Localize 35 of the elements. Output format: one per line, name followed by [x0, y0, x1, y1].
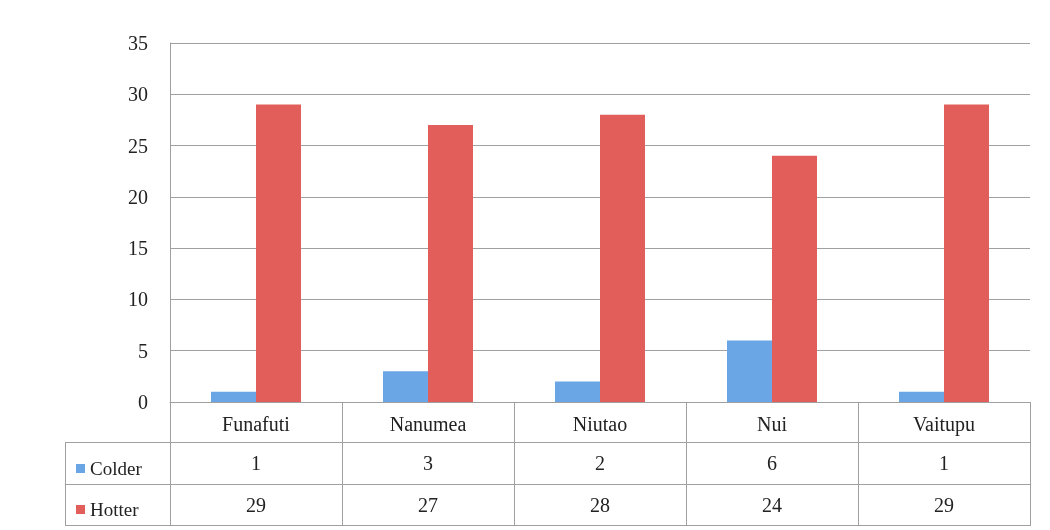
- data-label: 29: [933, 492, 955, 517]
- x-tick-label: Nanumea: [389, 413, 467, 435]
- bar: [727, 340, 772, 402]
- bar: [383, 371, 428, 402]
- data-label: 6: [766, 451, 778, 475]
- data-label: 1: [938, 451, 950, 475]
- legend-label: Hotter: [90, 499, 140, 520]
- x-tick-label: Niutao: [572, 413, 628, 435]
- data-label: 3: [422, 451, 434, 475]
- bar: [555, 381, 600, 402]
- bar: [256, 104, 301, 402]
- y-tick-label: 5: [138, 339, 148, 362]
- data-label: 2: [594, 451, 606, 475]
- bar: [899, 391, 944, 402]
- data-label: 24: [761, 492, 783, 517]
- bar: [211, 391, 256, 402]
- data-label: 28: [589, 492, 611, 517]
- x-tick-label: Nui: [757, 413, 788, 435]
- y-tick-label: 20: [128, 185, 148, 208]
- data-label: 29: [245, 492, 267, 517]
- x-tick-label: Funafuti: [222, 413, 291, 435]
- bar: [600, 114, 645, 402]
- bar: [944, 104, 989, 402]
- bar: [428, 125, 473, 402]
- y-tick-label: 10: [128, 288, 148, 311]
- bar: [772, 155, 817, 402]
- x-tick-label: Vaitupu: [912, 413, 976, 436]
- y-tick-label: 15: [128, 237, 148, 260]
- data-label: 1: [250, 451, 262, 475]
- y-tick-label: 30: [128, 83, 148, 106]
- y-tick-label: 0: [138, 391, 148, 413]
- y-tick-label: 25: [128, 134, 148, 157]
- legend-label: Colder: [90, 458, 143, 479]
- data-label: 27: [417, 492, 439, 517]
- y-tick-label: 35: [128, 32, 148, 54]
